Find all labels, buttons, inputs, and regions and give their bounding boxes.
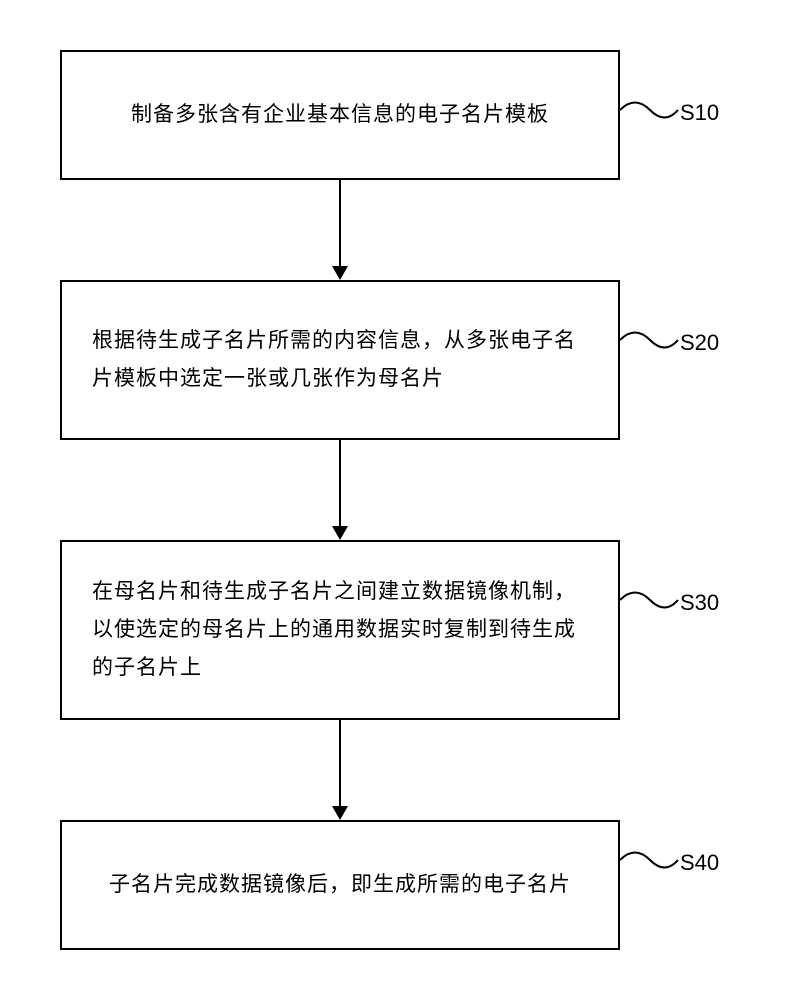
connector-s20-s30 (339, 440, 341, 526)
label-curve-s10 (620, 95, 680, 125)
step-label-s30: S30 (680, 590, 719, 616)
step-text-s30: 在母名片和待生成子名片之间建立数据镜像机制，以使选定的母名片上的通用数据实时复制… (92, 573, 588, 686)
label-curve-s40 (620, 845, 680, 875)
flowchart-container: 制备多张含有企业基本信息的电子名片模板 S10 根据待生成子名片所需的内容信息，… (0, 0, 797, 1000)
step-label-s40: S40 (680, 850, 719, 876)
step-label-s10: S10 (680, 100, 719, 126)
step-box-s20: 根据待生成子名片所需的内容信息，从多张电子名片模板中选定一张或几张作为母名片 (60, 280, 620, 440)
label-curve-s20 (620, 325, 680, 355)
label-curve-s30 (620, 585, 680, 615)
connector-s30-s40 (339, 720, 341, 806)
step-box-s30: 在母名片和待生成子名片之间建立数据镜像机制，以使选定的母名片上的通用数据实时复制… (60, 540, 620, 720)
step-box-s10: 制备多张含有企业基本信息的电子名片模板 (60, 50, 620, 180)
step-text-s40: 子名片完成数据镜像后，即生成所需的电子名片 (109, 866, 571, 904)
step-label-s20: S20 (680, 330, 719, 356)
connector-s10-s20 (339, 180, 341, 266)
arrow-s30-s40 (332, 806, 348, 820)
step-text-s10: 制备多张含有企业基本信息的电子名片模板 (131, 96, 549, 134)
arrow-s10-s20 (332, 266, 348, 280)
step-box-s40: 子名片完成数据镜像后，即生成所需的电子名片 (60, 820, 620, 950)
step-text-s20: 根据待生成子名片所需的内容信息，从多张电子名片模板中选定一张或几张作为母名片 (92, 322, 588, 398)
arrow-s20-s30 (332, 526, 348, 540)
